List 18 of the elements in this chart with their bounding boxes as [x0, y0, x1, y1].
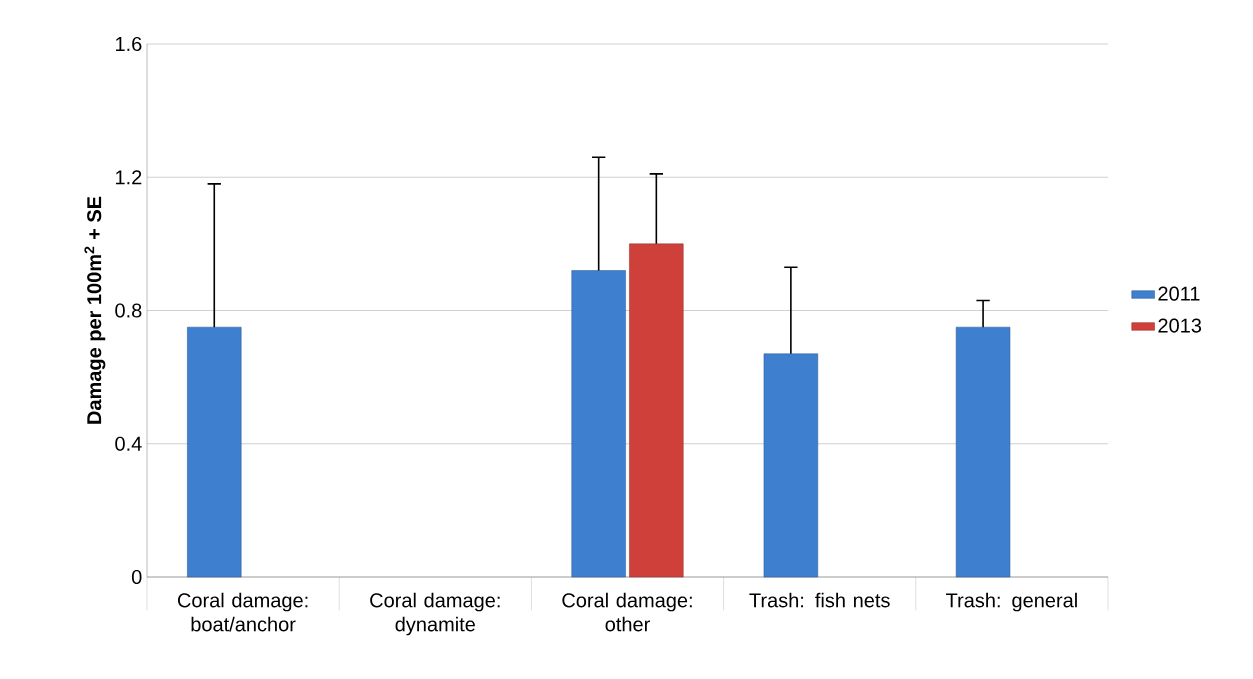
- bar: [571, 270, 626, 578]
- legend-label: 2011: [1158, 286, 1200, 301]
- x-tick-label: Trash: general: [946, 592, 1077, 612]
- y-tick-label: 1.6: [116, 36, 142, 52]
- bar: [763, 353, 819, 578]
- bar: [629, 243, 684, 578]
- y-tick-label: 1.2: [116, 170, 142, 185]
- legend-label: 2013: [1158, 318, 1202, 333]
- y-tick-label: 0.4: [115, 436, 142, 451]
- bar: [955, 326, 1011, 578]
- y-tick-label: 0: [131, 569, 142, 585]
- x-tick-label: Coral damage: other: [562, 592, 692, 632]
- bar: [187, 326, 242, 578]
- x-tick-label: Coral damage: boat/anchor: [177, 592, 308, 632]
- y-tick-label: 0.8: [115, 303, 142, 318]
- x-tick-label: Trash: fish nets: [749, 592, 890, 608]
- x-tick-label: Coral damage: dynamite: [370, 592, 500, 636]
- y-axis-title: Damage per 100m$^{2}$ + SE: [84, 196, 106, 424]
